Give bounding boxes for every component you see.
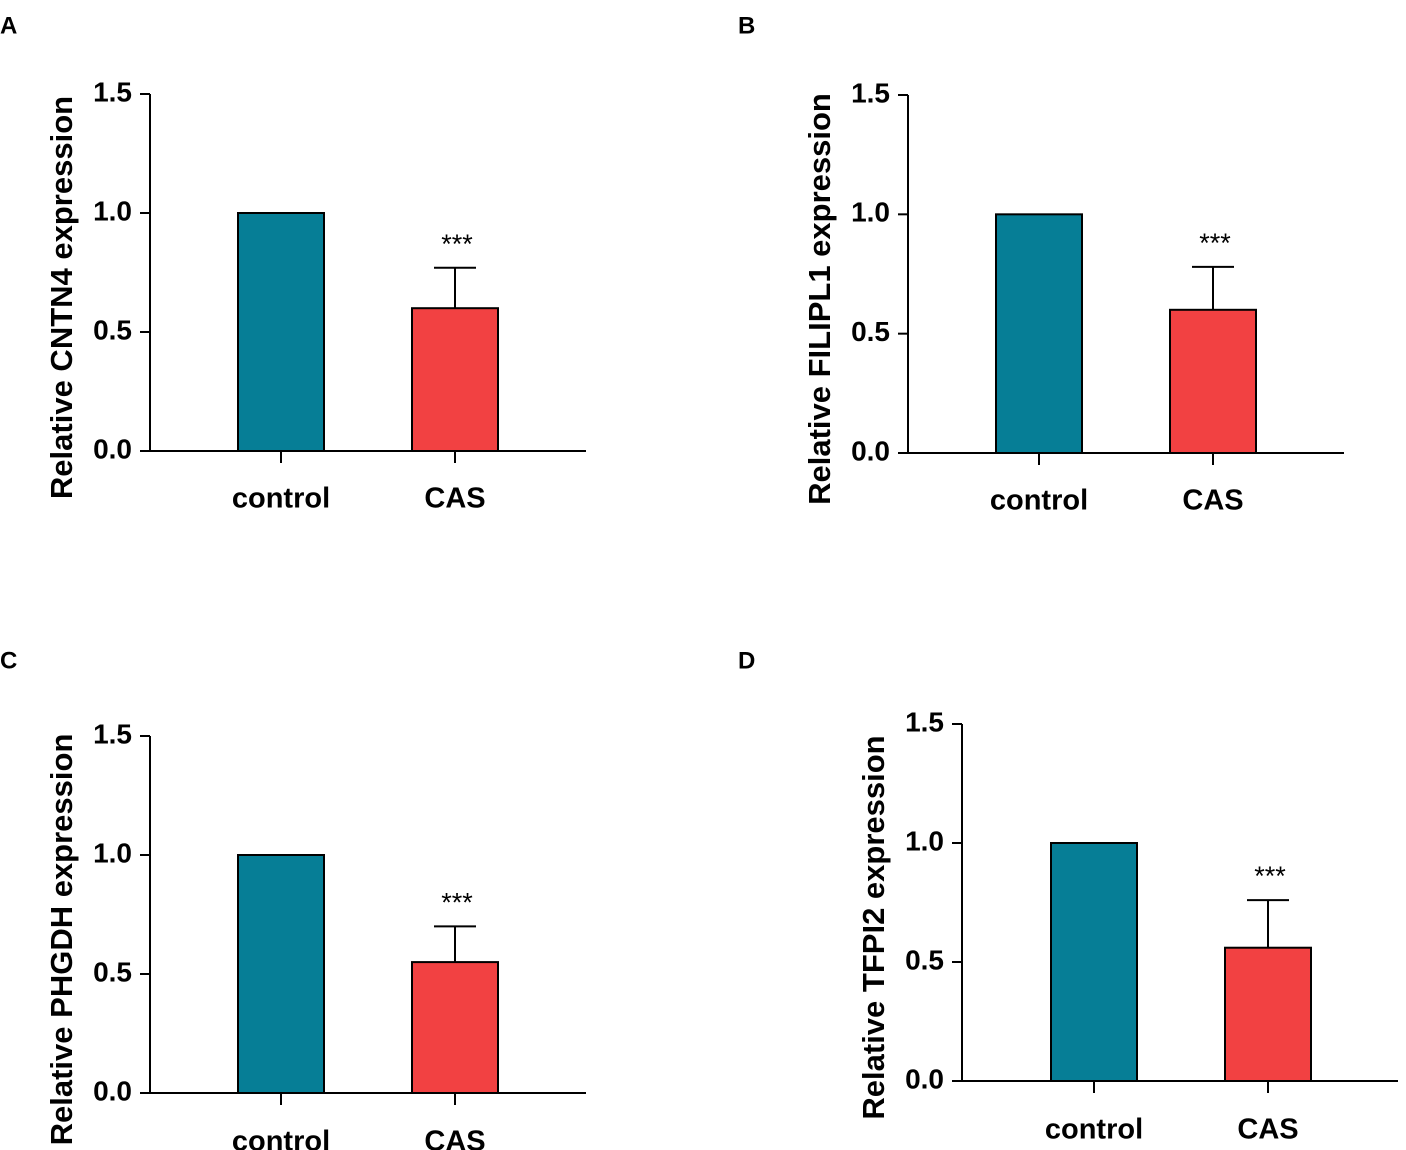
y-tick-label: 0.0 xyxy=(93,1075,132,1106)
y-tick-label: 0.5 xyxy=(93,314,132,345)
bar-cas xyxy=(1225,948,1311,1081)
bar-cas xyxy=(412,962,498,1093)
y-tick-label: 1.5 xyxy=(93,76,132,107)
bar-control xyxy=(1051,843,1137,1081)
significance-label: *** xyxy=(441,888,473,918)
y-tick-label: 0.5 xyxy=(93,956,132,987)
y-axis-label: Relative CNTN4 expression xyxy=(44,96,79,499)
x-category-label: CAS xyxy=(424,483,485,515)
y-axis-label: Relative PHGDH expression xyxy=(44,734,79,1146)
panel-letter: A xyxy=(0,12,17,39)
x-category-label: control xyxy=(990,485,1088,517)
panel-letter: C xyxy=(0,647,17,674)
significance-label: *** xyxy=(1254,861,1286,891)
x-category-label: CAS xyxy=(424,1126,485,1150)
y-tick-label: 1.0 xyxy=(93,195,132,226)
y-tick-label: 1.0 xyxy=(851,197,890,228)
panel-c: C Relative PHGDH expression 0.0 0.5 1.0 1.5 co… xyxy=(0,647,586,1150)
bar-control xyxy=(996,214,1082,453)
x-category-label: control xyxy=(232,1126,330,1150)
panel-letter: D xyxy=(738,647,755,674)
y-tick-label: 1.5 xyxy=(851,77,890,108)
y-tick-label: 0.0 xyxy=(851,435,890,466)
bar-cas xyxy=(1170,310,1256,453)
y-tick-label: 1.0 xyxy=(93,837,132,868)
y-tick-label: 0.5 xyxy=(905,944,944,975)
panel-d: D Relative TFPI2 expression 0.0 0.5 1.0 1.5 co… xyxy=(738,647,1398,1145)
y-tick-label: 1.0 xyxy=(905,825,944,856)
x-category-label: control xyxy=(232,483,330,515)
bar-control xyxy=(238,213,324,451)
panel-b: B Relative FILIPL1 expression 0.0 0.5 1.0 1.5… xyxy=(738,12,1344,516)
y-tick-label: 1.5 xyxy=(905,706,944,737)
panel-letter: B xyxy=(738,12,755,39)
x-category-label: control xyxy=(1045,1114,1143,1146)
significance-label: *** xyxy=(441,229,473,259)
y-tick-label: 0.0 xyxy=(93,433,132,464)
x-category-label: CAS xyxy=(1237,1114,1298,1146)
y-axis-label: Relative TFPI2 expression xyxy=(856,735,891,1119)
bar-control xyxy=(238,855,324,1093)
y-tick-label: 1.5 xyxy=(93,718,132,749)
significance-label: *** xyxy=(1199,228,1231,258)
y-tick-label: 0.0 xyxy=(905,1063,944,1094)
y-axis-label: Relative FILIPL1 expression xyxy=(802,93,837,505)
bar-cas xyxy=(412,308,498,451)
y-tick-label: 0.5 xyxy=(851,316,890,347)
figure: A Relative CNTN4 expression 0.0 0.5 1.0 1.5 co… xyxy=(0,0,1406,1150)
panel-a: A Relative CNTN4 expression 0.0 0.5 1.0 1.5 co… xyxy=(0,12,586,514)
x-category-label: CAS xyxy=(1182,485,1243,517)
